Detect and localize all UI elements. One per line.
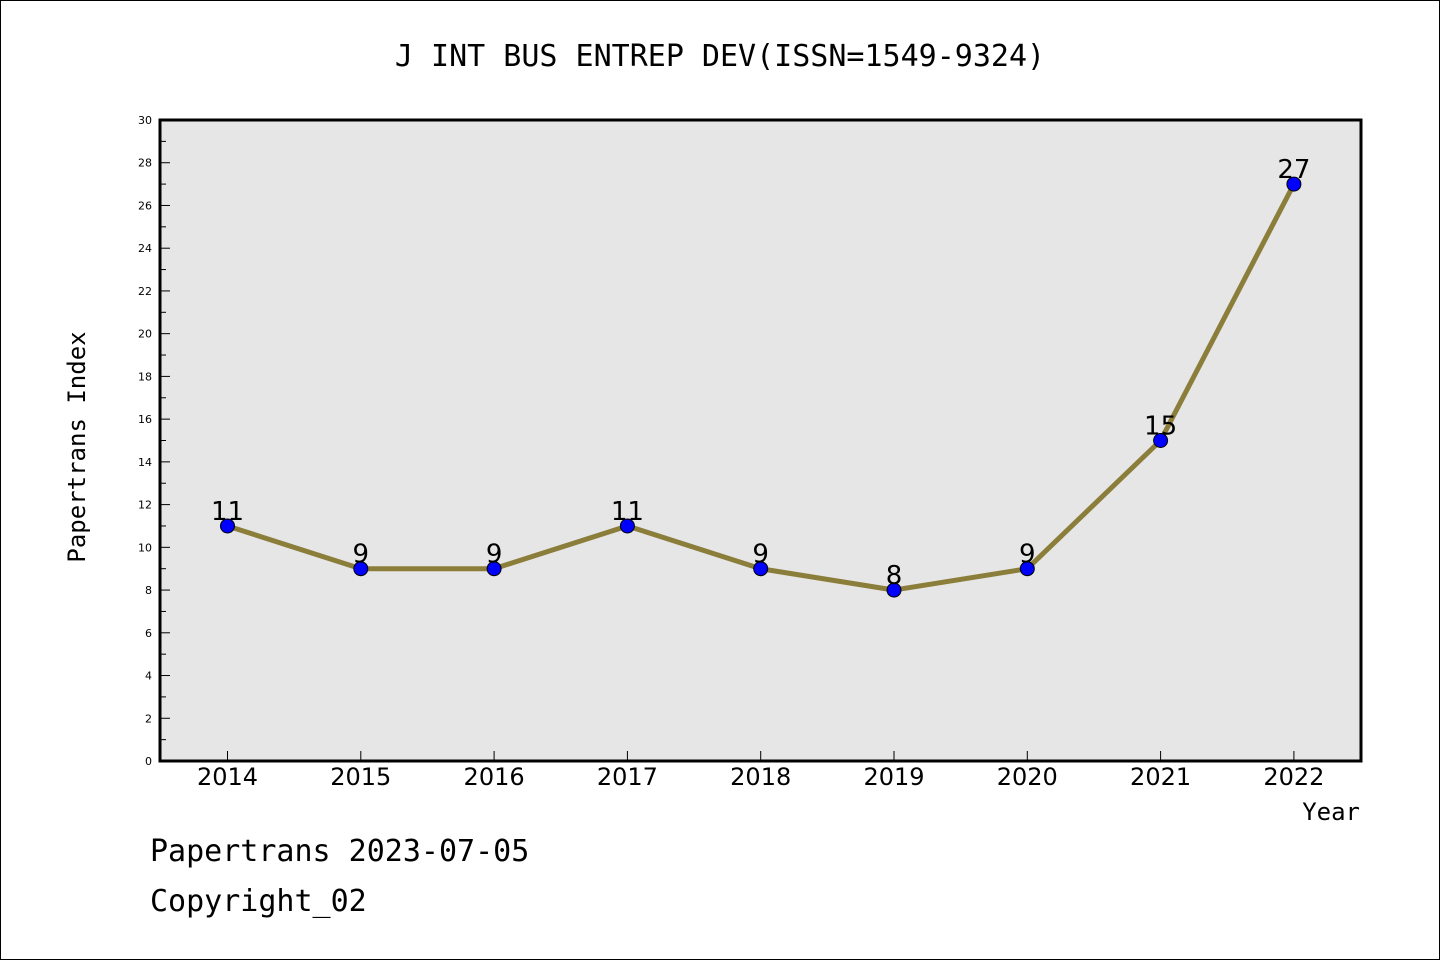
y-tick-label: 0 (145, 755, 152, 768)
y-tick-label: 12 (138, 499, 152, 512)
plot-area (158, 118, 1363, 763)
data-point (886, 582, 902, 598)
y-tick-label: 24 (138, 242, 152, 255)
data-point (1153, 433, 1169, 448)
data-label: 11 (211, 497, 244, 527)
y-tick-label: 6 (145, 627, 152, 640)
data-label: 9 (1019, 540, 1036, 570)
data-label: 9 (353, 540, 370, 570)
x-tick-label: 2022 (1263, 763, 1324, 791)
data-point (1286, 176, 1302, 192)
data-labels: 11 9 9 11 9 8 9 15 27 (211, 155, 1310, 591)
data-point (220, 518, 235, 534)
chart-title: J INT BUS ENTREP DEV(ISSN=1549-9324) (395, 39, 1045, 74)
data-point (753, 561, 769, 577)
y-tick-label: 30 (138, 114, 152, 127)
data-point (619, 518, 635, 534)
x-axis-title: Year (1302, 798, 1360, 826)
x-tick-label: 2017 (597, 763, 658, 791)
data-label: 27 (1277, 155, 1310, 185)
footer-date-text: Papertrans 2023-07-05 (150, 834, 530, 869)
x-tick-label: 2018 (730, 763, 791, 791)
x-tick-label: 2015 (330, 763, 391, 791)
data-label: 9 (486, 540, 503, 570)
y-tick-label: 26 (138, 199, 152, 212)
y-axis-title: Papertrans Index (63, 331, 91, 562)
y-tick-label: 28 (138, 157, 152, 170)
x-tick-label: 2021 (1130, 763, 1191, 791)
x-tick-label: 2014 (197, 763, 258, 791)
y-tick-label: 16 (138, 413, 152, 426)
y-tick-label: 4 (145, 670, 152, 683)
data-markers (220, 176, 1302, 598)
data-point (353, 561, 369, 577)
x-axis-ticks: 2014 2015 2016 2017 2018 2019 2020 2021 2022 (197, 751, 1324, 791)
y-tick-label: 10 (138, 541, 152, 554)
y-tick-label: 18 (138, 370, 152, 383)
y-tick-label: 14 (138, 456, 152, 469)
y-tick-label: 22 (138, 285, 152, 298)
data-point (1019, 561, 1035, 577)
data-label: 15 (1144, 412, 1177, 442)
x-tick-label: 2016 (464, 763, 525, 791)
data-label: 9 (752, 540, 769, 570)
x-tick-label: 2019 (863, 763, 924, 791)
footer-copyright-text: Copyright_02 (150, 884, 367, 919)
y-tick-label: 8 (145, 584, 152, 597)
x-tick-label: 2020 (997, 763, 1058, 791)
y-tick-label: 2 (145, 712, 152, 725)
data-label: 11 (611, 497, 644, 527)
data-point (486, 561, 502, 577)
data-label: 8 (886, 561, 903, 591)
y-tick-label: 20 (138, 328, 152, 341)
